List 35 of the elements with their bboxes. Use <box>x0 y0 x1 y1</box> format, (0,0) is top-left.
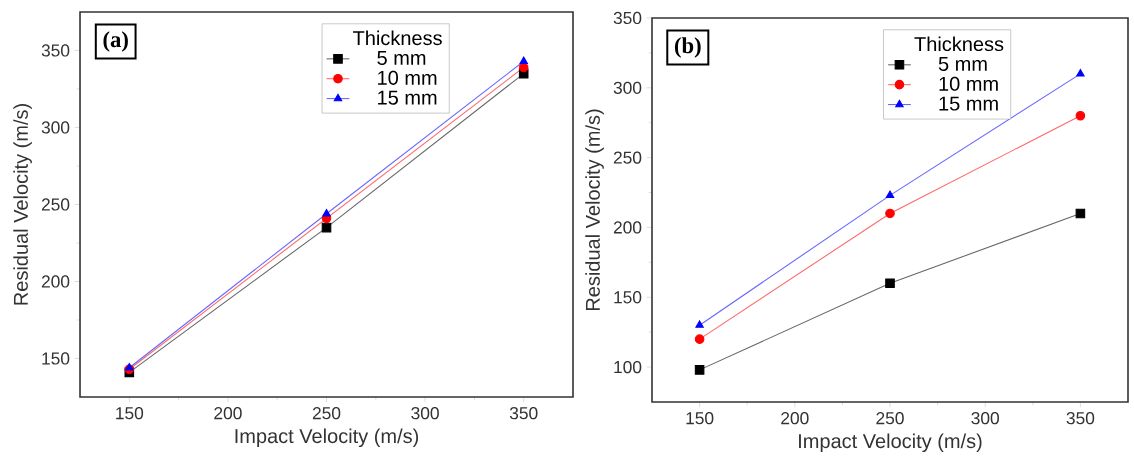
x-tick-label: 150 <box>686 412 714 425</box>
x-tick-label: 200 <box>781 412 809 425</box>
x-tick-label: 350 <box>1066 412 1095 425</box>
legend-label: 15 mm <box>378 90 437 105</box>
x-tick-label: 300 <box>411 407 439 420</box>
y-tick-label: 150 <box>614 291 642 304</box>
annotation: (a) <box>103 31 128 52</box>
y-tick-label: 200 <box>613 221 642 234</box>
y-axis-title: Residual Velocity (m/s) <box>585 109 604 311</box>
y-axis-title: Residual Velocity (m/s) <box>13 104 32 305</box>
y-tick-label: 150 <box>42 352 70 365</box>
y-tick-label: 350 <box>613 11 642 25</box>
y-tick-label: 250 <box>613 151 642 164</box>
legend-label: 10 mm <box>939 76 998 91</box>
legend-label: 5 mm <box>938 56 987 71</box>
annotation: (b) <box>674 37 701 58</box>
x-tick-label: 350 <box>509 407 538 420</box>
legend-label: 5 mm <box>377 50 426 65</box>
y-tick-label: 300 <box>613 81 642 94</box>
x-axis-title: Impact Velocity (m/s) <box>235 428 419 448</box>
legend-title: Thickness <box>914 36 1004 52</box>
x-tick-label: 150 <box>116 407 144 420</box>
y-tick-label: 350 <box>41 44 70 57</box>
y-tick-label: 250 <box>41 198 70 211</box>
x-axis-title: Impact Velocity (m/s) <box>799 433 982 453</box>
legend-title: Thickness <box>353 30 442 46</box>
x-tick-label: 250 <box>312 407 341 420</box>
x-tick-label: 250 <box>876 412 904 425</box>
y-tick-label: 300 <box>41 121 70 134</box>
legend-label: 10 mm <box>378 70 437 85</box>
x-tick-label: 300 <box>971 412 999 425</box>
y-tick-label: 200 <box>41 275 70 288</box>
y-tick-label: 100 <box>614 360 642 374</box>
legend-label: 15 mm <box>939 96 998 111</box>
x-tick-label: 200 <box>214 407 242 420</box>
